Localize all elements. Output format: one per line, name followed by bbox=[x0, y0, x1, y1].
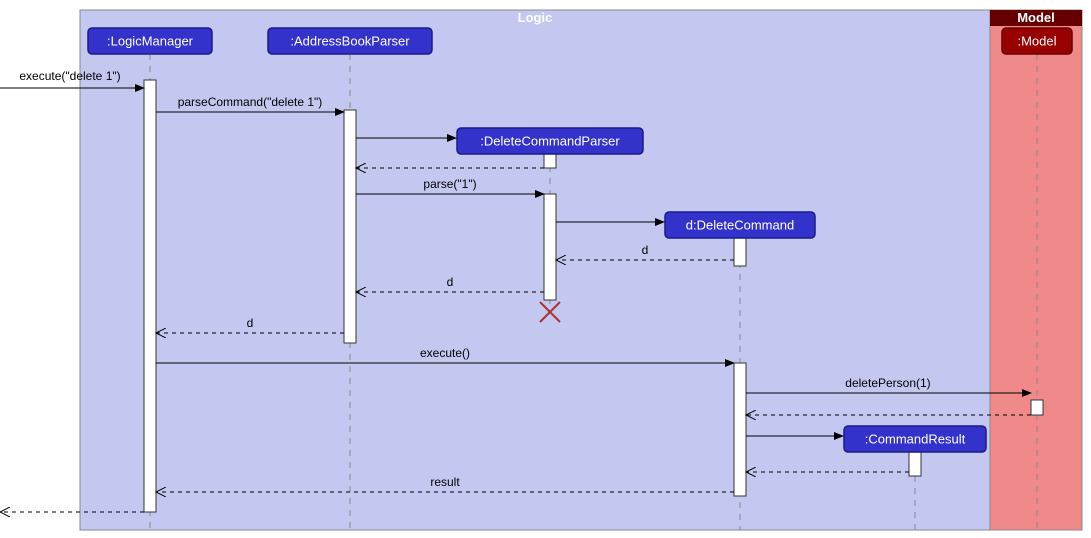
msg-return-d3-label: d bbox=[247, 316, 254, 330]
participant-commandresult-label: :CommandResult bbox=[865, 431, 966, 446]
activation-model bbox=[1031, 400, 1043, 415]
activation-dcp-2 bbox=[544, 194, 556, 300]
participant-deletecommand-label: d:DeleteCommand bbox=[686, 217, 794, 232]
participant-logicmanager-label: :LogicManager bbox=[107, 33, 194, 48]
participant-model-label: :Model bbox=[1017, 33, 1056, 48]
msg-execute-in-label: execute("delete 1") bbox=[19, 69, 120, 83]
region-model bbox=[990, 10, 1082, 530]
msg-return-d2-label: d bbox=[447, 275, 454, 289]
msg-result-label: result bbox=[430, 475, 460, 489]
msg-deleteperson-label: deletePerson(1) bbox=[845, 376, 930, 390]
activation-addressbookparser bbox=[344, 110, 356, 343]
activation-logicmanager bbox=[144, 80, 156, 512]
msg-parse-label: parse("1") bbox=[423, 177, 476, 191]
activation-dc-1 bbox=[734, 236, 746, 266]
msg-parsecommand-label: parseCommand("delete 1") bbox=[178, 95, 323, 109]
participant-deletecommandparser-label: :DeleteCommandParser bbox=[480, 133, 620, 148]
region-model-label: Model bbox=[1017, 10, 1055, 25]
msg-execute-label: execute() bbox=[420, 346, 470, 360]
participant-addressbookparser-label: :AddressBookParser bbox=[290, 33, 410, 48]
sequence-diagram: Logic Model :LogicManager :AddressBookPa… bbox=[0, 0, 1091, 538]
activation-dc-2 bbox=[734, 363, 746, 496]
activation-commandresult bbox=[909, 450, 921, 476]
msg-return-d1-label: d bbox=[642, 243, 649, 257]
region-logic-label: Logic bbox=[518, 10, 553, 25]
